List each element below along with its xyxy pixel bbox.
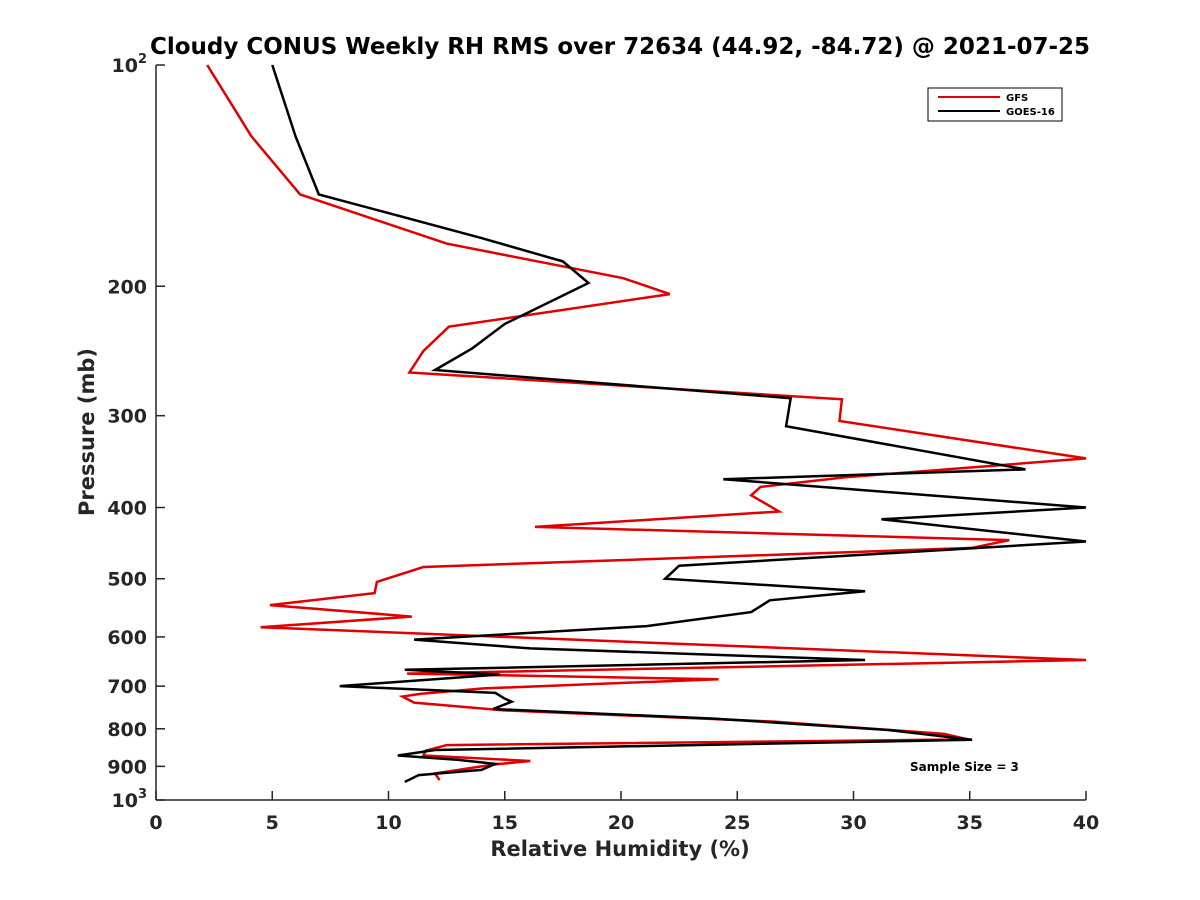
sample-size-annotation: Sample Size = 3 [910,760,1019,774]
legend-box [927,87,1063,122]
legend-label-goes16: GOES-16 [1006,107,1055,118]
x-tick-label: 10 [375,812,401,834]
y-tick-label: 500 [107,569,147,591]
x-axis-label: Relative Humidity (%) [490,837,749,861]
x-tick-label: 15 [492,812,518,834]
chart-title: Cloudy CONUS Weekly RH RMS over 72634 (4… [150,34,1090,60]
y-tick-label: 800 [107,719,147,741]
x-tick-label: 30 [840,812,866,834]
y-tick-label: 200 [107,276,147,298]
y-tick-label: 102 [112,52,148,77]
series-line-goes-16 [271,64,1087,784]
x-tick-label: 35 [957,812,983,834]
legend-label-gfs: GFS [1006,93,1028,104]
x-tick-label: 5 [266,812,279,834]
x-tick-label: 25 [724,812,750,834]
chart-legend: GFS GOES-16 [927,87,1063,122]
plot-area [206,64,1087,784]
y-tick-label: 900 [107,756,147,778]
y-axis-ticks: 102 200 300 400 500 600 700 800 900 103 [107,52,165,812]
x-tick-label: 40 [1073,812,1099,834]
y-tick-label: 600 [107,627,147,649]
x-tick-label: 20 [608,812,634,834]
x-tick-label: 0 [149,812,162,834]
y-tick-label: 400 [107,498,147,520]
x-axis-ticks: 0 5 10 15 20 25 30 35 40 [149,791,1099,834]
y-tick-label: 103 [112,787,148,812]
y-tick-label: 300 [107,406,147,428]
y-tick-label: 700 [107,676,147,698]
y-axis-label: Pressure (mb) [75,348,99,516]
